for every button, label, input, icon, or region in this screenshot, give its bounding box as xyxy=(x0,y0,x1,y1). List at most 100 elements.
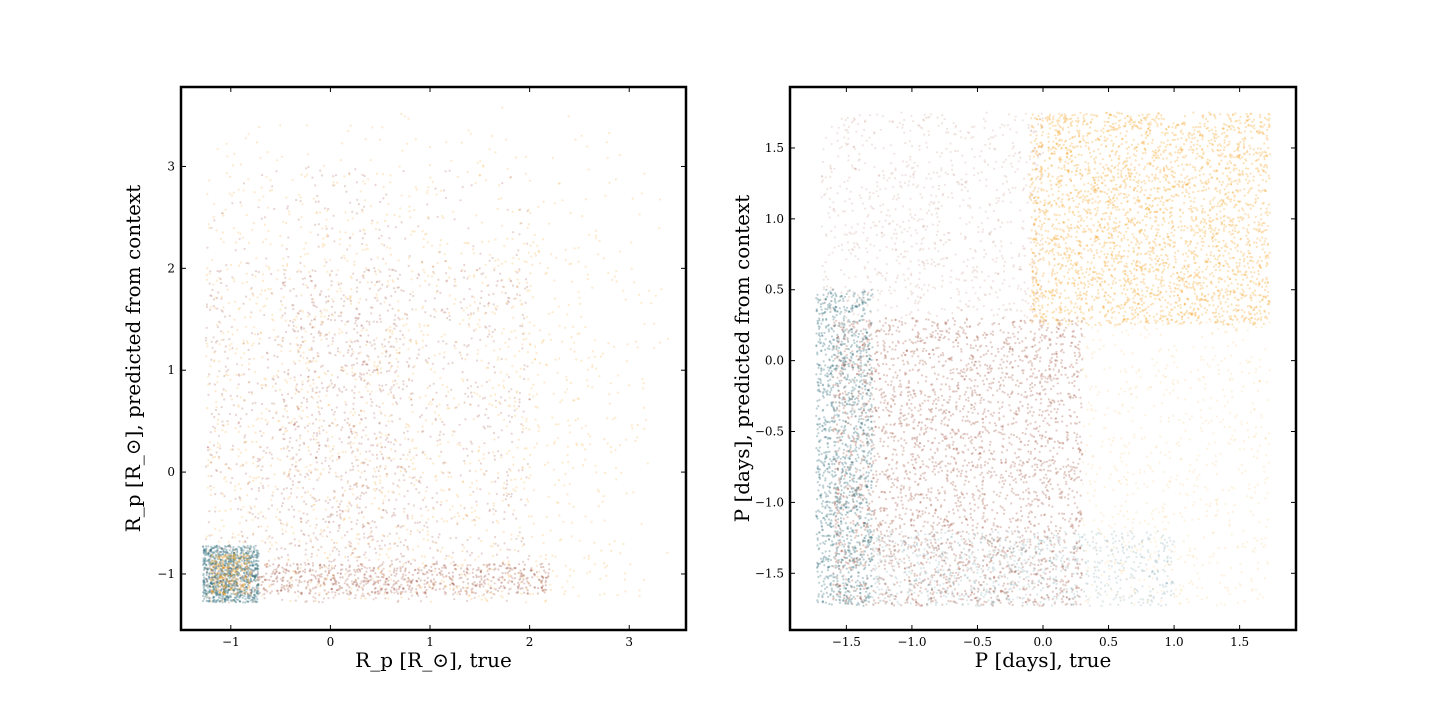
scatter-point xyxy=(493,371,496,374)
scatter-point xyxy=(377,567,380,571)
scatter-point xyxy=(425,521,428,524)
scatter-point xyxy=(423,324,426,327)
scatter-point xyxy=(338,243,341,246)
scatter-point xyxy=(475,269,478,272)
scatter-point xyxy=(368,320,371,324)
scatter-point xyxy=(440,569,443,573)
scatter-point xyxy=(348,173,351,176)
scatter-point xyxy=(235,601,238,604)
scatter-point xyxy=(208,441,212,444)
scatter-point xyxy=(406,528,409,531)
scatter-point xyxy=(283,472,286,475)
scatter-point xyxy=(447,475,450,478)
scatter-point xyxy=(468,403,472,406)
scatter-point xyxy=(458,593,462,596)
scatter-point xyxy=(585,379,589,382)
scatter-point xyxy=(468,288,471,291)
scatter-point xyxy=(393,318,396,321)
scatter-point xyxy=(407,438,410,441)
scatter-point xyxy=(508,579,511,582)
scatter-point xyxy=(301,409,304,412)
scatter-point xyxy=(217,291,220,294)
scatter-point xyxy=(352,548,355,552)
scatter-point xyxy=(281,598,284,602)
scatter-point xyxy=(518,401,521,404)
scatter-point xyxy=(407,597,410,601)
scatter-point xyxy=(271,292,274,295)
scatter-point xyxy=(538,329,542,332)
scatter-point xyxy=(362,373,365,376)
scatter-point xyxy=(401,565,404,568)
scatter-point xyxy=(309,438,312,441)
scatter-point xyxy=(406,453,409,456)
scatter-point xyxy=(381,402,385,405)
scatter-point xyxy=(470,395,473,398)
scatter-point xyxy=(536,406,539,409)
scatter-point xyxy=(367,580,370,583)
scatter-point xyxy=(435,391,438,394)
scatter-point xyxy=(258,337,261,340)
scatter-point xyxy=(363,566,366,569)
scatter-point xyxy=(284,306,287,309)
scatter-point xyxy=(502,531,505,534)
scatter-point xyxy=(393,542,397,545)
scatter-point xyxy=(549,338,553,341)
scatter-point xyxy=(301,203,304,206)
scatter-point xyxy=(328,571,331,574)
scatter-point xyxy=(385,297,388,300)
scatter-point xyxy=(484,574,487,577)
scatter-point xyxy=(314,370,317,373)
scatter-point xyxy=(638,595,641,598)
scatter-point xyxy=(287,255,290,258)
scatter-point xyxy=(447,441,450,444)
scatter-point xyxy=(474,509,477,512)
scatter-point xyxy=(277,419,280,422)
scatter-point xyxy=(213,359,216,362)
scatter-point xyxy=(454,280,457,283)
scatter-point xyxy=(208,597,211,600)
scatter-point xyxy=(270,544,274,547)
scatter-point xyxy=(504,292,507,295)
scatter-point xyxy=(330,567,334,570)
scatter-point xyxy=(396,544,399,548)
scatter-point xyxy=(334,564,337,568)
scatter-point xyxy=(419,415,422,419)
scatter-point xyxy=(459,199,462,202)
scatter-point xyxy=(537,249,540,253)
scatter-point xyxy=(346,592,349,595)
scatter-point xyxy=(240,364,244,367)
scatter-point xyxy=(515,407,518,410)
scatter-point xyxy=(371,520,374,523)
scatter-point xyxy=(329,498,332,501)
scatter-point xyxy=(340,256,343,259)
scatter-point xyxy=(421,562,424,565)
scatter-point xyxy=(358,375,361,378)
scatter-point xyxy=(563,593,566,596)
scatter-point xyxy=(208,560,211,563)
scatter-point xyxy=(259,446,262,449)
scatter-point xyxy=(218,600,221,603)
scatter-point xyxy=(436,439,439,442)
scatter-point xyxy=(380,490,383,493)
scatter-point xyxy=(208,282,211,285)
scatter-point xyxy=(404,437,407,440)
scatter-point xyxy=(295,315,298,318)
scatter-point xyxy=(377,567,380,570)
scatter-point xyxy=(442,472,445,475)
scatter-point xyxy=(461,371,464,374)
scatter-point xyxy=(417,571,420,574)
scatter-point xyxy=(282,283,285,286)
scatter-point xyxy=(393,542,396,545)
scatter-point xyxy=(399,470,402,473)
scatter-point xyxy=(321,174,324,177)
scatter-point xyxy=(266,537,269,540)
scatter-point xyxy=(297,481,300,484)
scatter-point xyxy=(325,389,329,392)
scatter-point xyxy=(254,401,257,404)
scatter-point xyxy=(207,375,210,378)
scatter-point xyxy=(354,483,357,486)
scatter-point xyxy=(328,384,331,387)
scatter-point xyxy=(348,569,351,572)
scatter-point xyxy=(442,367,445,370)
scatter-point xyxy=(531,568,535,572)
